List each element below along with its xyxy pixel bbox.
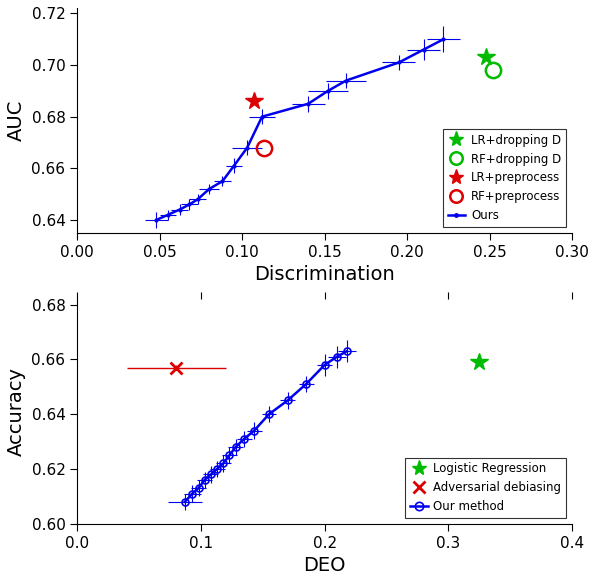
Legend: LR+dropping D, RF+dropping D, LR+preprocess, RF+preprocess, Ours: LR+dropping D, RF+dropping D, LR+preproc…	[443, 129, 566, 227]
Y-axis label: Accuracy: Accuracy	[7, 367, 26, 456]
X-axis label: Discrimination: Discrimination	[254, 265, 395, 284]
X-axis label: DEO: DEO	[303, 556, 346, 575]
Legend: Logistic Regression, Adversarial debiasing, Our method: Logistic Regression, Adversarial debiasi…	[405, 457, 566, 518]
Y-axis label: AUC: AUC	[7, 100, 26, 141]
